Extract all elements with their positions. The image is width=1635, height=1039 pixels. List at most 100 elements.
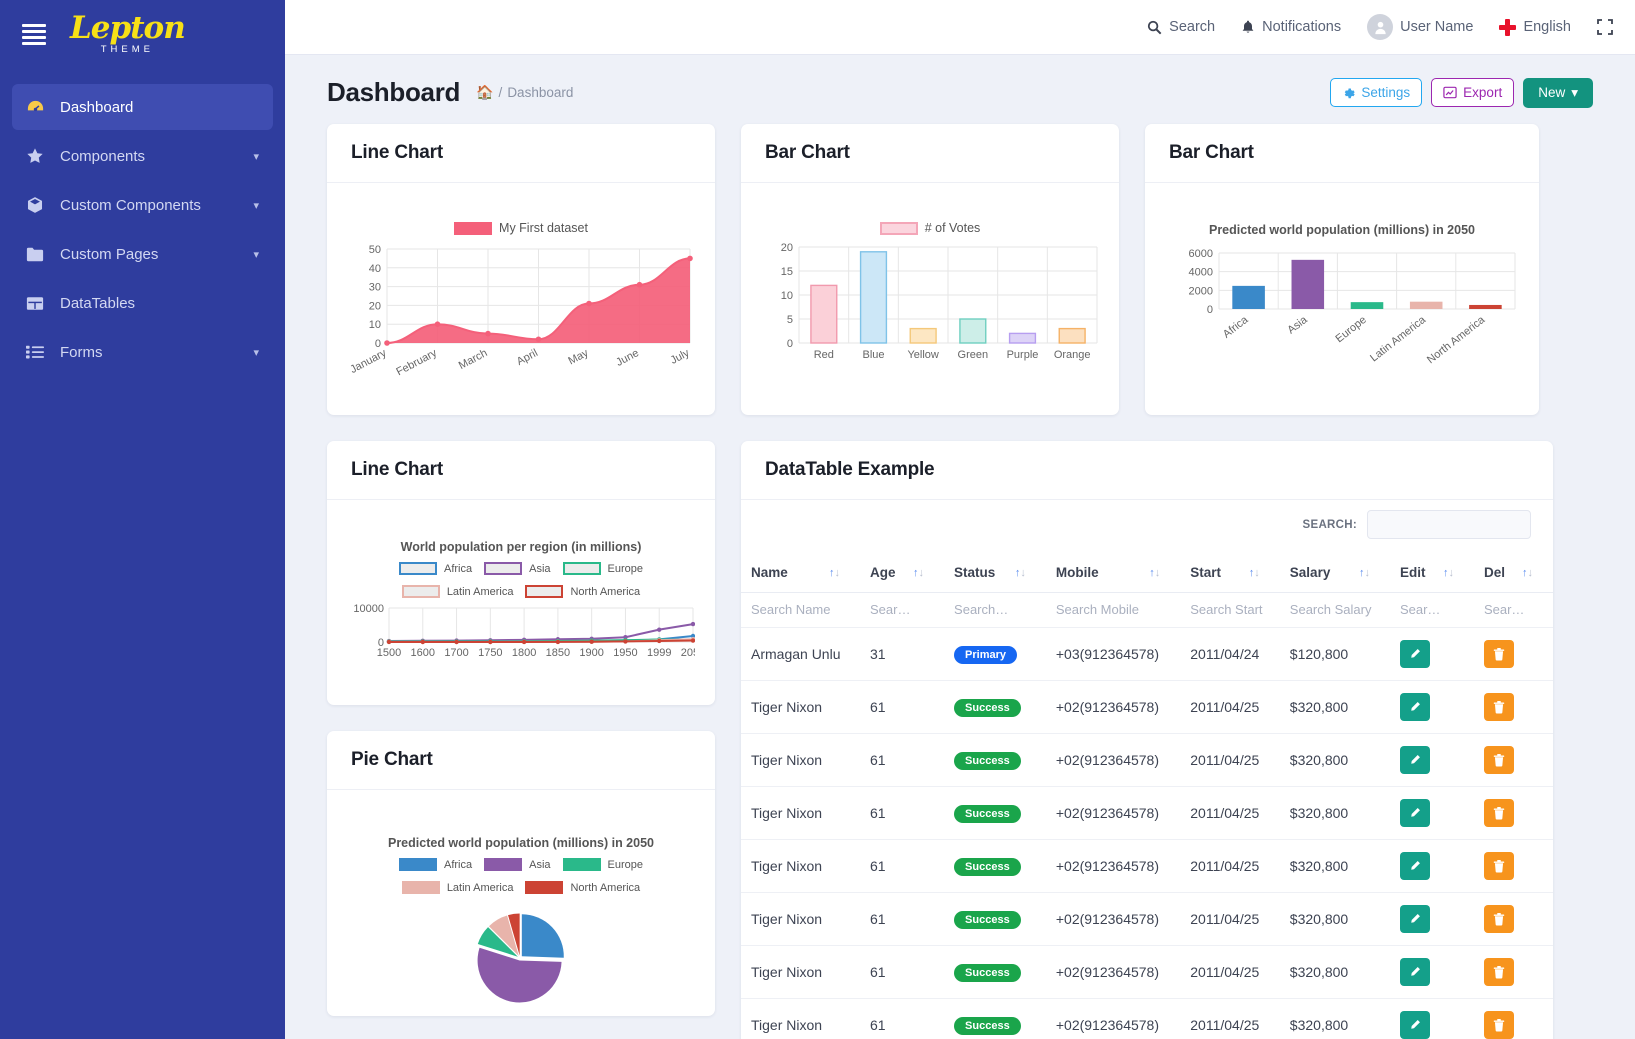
sidebar: Lepton THEME Dashboard Components ▾ Custom …: [0, 0, 285, 1039]
topbar-notifications[interactable]: Notifications: [1241, 19, 1341, 35]
delete-button[interactable]: [1483, 746, 1514, 774]
filter-input[interactable]: Search Mobile: [1045, 592, 1181, 628]
column-header-name[interactable]: Name ↑↓: [741, 555, 860, 593]
sidebar-item-datatables[interactable]: DataTables: [12, 280, 273, 326]
topbar-fullscreen[interactable]: [1597, 19, 1613, 35]
edit-button[interactable]: [1399, 799, 1430, 827]
legend-swatch: [562, 562, 601, 575]
card-line-chart-2: Line Chart World population per region (…: [327, 441, 715, 705]
filter-input[interactable]: Search…: [944, 592, 1046, 628]
filter-input[interactable]: Sear…: [1473, 592, 1553, 628]
line-chart-world-population[interactable]: 0 10000 1500 1600 1700 1750 1800 1850 1900 1950 19…: [345, 602, 695, 674]
legend-item[interactable]: North America: [525, 881, 640, 894]
sidebar-item-custom-components[interactable]: Custom Components ▾: [12, 182, 273, 228]
edit-button[interactable]: [1399, 1011, 1430, 1039]
new-button[interactable]: New ▾: [1523, 77, 1593, 108]
column-header-mobile[interactable]: Mobile ↑↓: [1045, 555, 1181, 593]
column-header-status[interactable]: Status ↑↓: [944, 555, 1046, 593]
legend-item[interactable]: Europe: [562, 562, 643, 575]
legend-swatch: [525, 585, 564, 598]
sort-icon[interactable]: ↑↓: [829, 566, 840, 579]
topbar-language[interactable]: English: [1499, 18, 1571, 36]
svg-text:June: June: [614, 347, 641, 369]
delete-button[interactable]: [1483, 958, 1514, 986]
chart-title-line-2: World population per region (in millions…: [400, 540, 642, 554]
edit-button[interactable]: [1399, 640, 1430, 668]
delete-cell: [1473, 733, 1553, 787]
legend-item[interactable]: Asia: [484, 858, 551, 871]
delete-button[interactable]: [1483, 640, 1514, 668]
filter-input[interactable]: Search Salary: [1279, 592, 1390, 628]
legend-item[interactable]: Europe: [562, 858, 643, 871]
filter-input[interactable]: Search Name: [741, 592, 860, 628]
export-button[interactable]: Export: [1431, 78, 1515, 107]
edit-button[interactable]: [1399, 905, 1430, 933]
legend-label: Latin America: [446, 881, 514, 894]
sort-icon[interactable]: ↑↓: [1149, 566, 1161, 579]
status-badge: Success: [954, 751, 1021, 770]
bar-chart-population-2050[interactable]: 0 2000 4000 6000 Africa Asia Europe Latin Ameri…: [1163, 245, 1521, 385]
delete-button[interactable]: [1483, 1011, 1514, 1039]
delete-button[interactable]: [1483, 693, 1514, 721]
svg-text:1500: 1500: [377, 647, 401, 659]
sidebar-item-dashboard[interactable]: Dashboard: [12, 84, 273, 130]
topbar-search[interactable]: Search: [1147, 19, 1215, 35]
svg-text:Asia: Asia: [1285, 313, 1310, 336]
svg-text:1900: 1900: [579, 647, 603, 659]
sort-icon[interactable]: ↑↓: [1442, 566, 1454, 579]
sort-icon[interactable]: ↑↓: [1522, 566, 1533, 579]
sort-icon[interactable]: ↑↓: [1248, 566, 1260, 579]
delete-button[interactable]: [1483, 852, 1514, 880]
column-header-edit[interactable]: Edit ↑↓: [1389, 555, 1474, 593]
sidebar-item-label: DataTables: [60, 294, 136, 312]
hamburger-icon[interactable]: [22, 21, 46, 48]
legend-item[interactable]: Latin America: [401, 585, 513, 598]
bar-chart-votes[interactable]: 0 5 10 15 20 Red Blue Yellow Green Purple Orange: [759, 239, 1101, 389]
svg-text:March: March: [457, 347, 490, 372]
sort-icon[interactable]: ↑↓: [913, 566, 925, 579]
edit-button[interactable]: [1399, 746, 1430, 774]
legend-item[interactable]: Africa: [398, 858, 472, 871]
filter-input[interactable]: Sear…: [860, 592, 945, 628]
home-icon[interactable]: 🏠: [476, 84, 494, 100]
brand-logo[interactable]: Lepton THEME: [70, 13, 186, 55]
cell-name: Tiger Nixon: [741, 839, 860, 893]
legend-item[interactable]: North America: [525, 585, 640, 598]
delete-button[interactable]: [1483, 799, 1514, 827]
breadcrumb-current[interactable]: Dashboard: [507, 85, 574, 100]
sidebar-item-components[interactable]: Components ▾: [12, 133, 273, 179]
table-icon: [26, 295, 60, 312]
column-header-age[interactable]: Age ↑↓: [860, 555, 945, 593]
column-header-start[interactable]: Start ↑↓: [1180, 555, 1280, 593]
breadcrumb: 🏠 / Dashboard: [476, 84, 573, 101]
edit-button[interactable]: [1399, 852, 1430, 880]
filter-input[interactable]: Search Start: [1180, 592, 1280, 628]
sort-icon[interactable]: ↑↓: [1358, 566, 1370, 579]
delete-button[interactable]: [1483, 905, 1514, 933]
column-header-salary[interactable]: Salary ↑↓: [1279, 555, 1390, 593]
column-header-del[interactable]: Del ↑↓: [1473, 555, 1553, 593]
legend-item[interactable]: # of Votes: [879, 221, 980, 235]
legend-item[interactable]: Africa: [398, 562, 472, 575]
line-chart-months[interactable]: 0 10 20 30 40 50 January February March April May J…: [345, 239, 695, 389]
filter-input[interactable]: Sear…: [1389, 592, 1474, 628]
topbar-user[interactable]: User Name: [1367, 14, 1473, 40]
edit-button[interactable]: [1399, 693, 1430, 721]
cell-name: Tiger Nixon: [741, 945, 860, 999]
sidebar-item-forms[interactable]: Forms ▾: [12, 329, 273, 375]
legend-label: Asia: [529, 562, 551, 575]
legend-item[interactable]: Latin America: [401, 881, 514, 894]
edit-button[interactable]: [1399, 958, 1430, 986]
legend-item[interactable]: My First dataset: [454, 221, 588, 235]
card-title: Bar Chart: [1169, 142, 1254, 163]
chevron-down-icon: ▾: [253, 346, 259, 359]
svg-text:July: July: [669, 347, 692, 367]
legend-item[interactable]: Asia: [484, 562, 551, 575]
datatable-search-input[interactable]: [1367, 510, 1531, 539]
pie-chart-population-2050[interactable]: [345, 898, 695, 1008]
sort-icon[interactable]: ↑↓: [1014, 566, 1026, 579]
settings-button[interactable]: Settings: [1330, 78, 1423, 107]
sidebar-item-custom-pages[interactable]: Custom Pages ▾: [12, 231, 273, 277]
star-icon: [26, 147, 60, 165]
card-line-chart-2-header: Line Chart: [327, 441, 715, 500]
